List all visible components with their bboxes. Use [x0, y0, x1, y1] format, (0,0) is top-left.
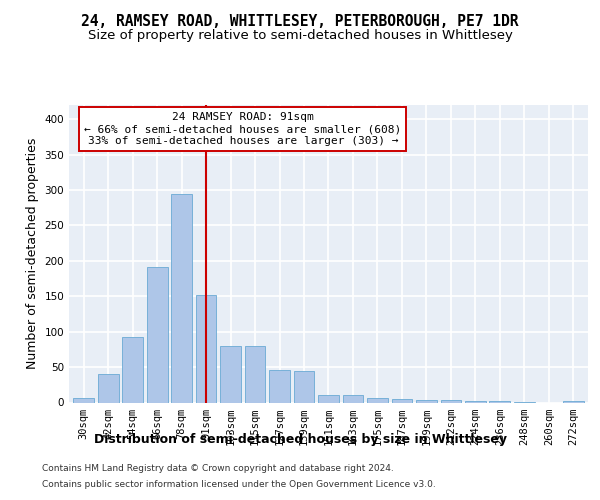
Text: 24, RAMSEY ROAD, WHITTLESEY, PETERBOROUGH, PE7 1DR: 24, RAMSEY ROAD, WHITTLESEY, PETERBOROUG… [81, 14, 519, 29]
Bar [269, 370, 290, 402]
Bar [440, 400, 461, 402]
Bar [73, 398, 94, 402]
Text: 24 RAMSEY ROAD: 91sqm
← 66% of semi-detached houses are smaller (608)
33% of sem: 24 RAMSEY ROAD: 91sqm ← 66% of semi-deta… [84, 112, 401, 146]
Bar [367, 398, 388, 402]
Bar [416, 400, 437, 402]
Bar [171, 194, 192, 402]
Text: Distribution of semi-detached houses by size in Whittlesey: Distribution of semi-detached houses by … [94, 432, 506, 446]
Text: Size of property relative to semi-detached houses in Whittlesey: Size of property relative to semi-detach… [88, 28, 512, 42]
Bar [343, 394, 364, 402]
Text: Contains HM Land Registry data © Crown copyright and database right 2024.: Contains HM Land Registry data © Crown c… [42, 464, 394, 473]
Bar [245, 346, 265, 403]
Bar [563, 401, 584, 402]
Bar [122, 336, 143, 402]
Bar [98, 374, 119, 402]
Bar [490, 401, 510, 402]
Y-axis label: Number of semi-detached properties: Number of semi-detached properties [26, 138, 39, 370]
Bar [196, 295, 217, 403]
Bar [293, 370, 314, 402]
Bar [465, 401, 486, 402]
Bar [392, 399, 412, 402]
Bar [147, 266, 167, 402]
Text: Contains public sector information licensed under the Open Government Licence v3: Contains public sector information licen… [42, 480, 436, 489]
Bar [220, 346, 241, 403]
Bar [318, 394, 339, 402]
